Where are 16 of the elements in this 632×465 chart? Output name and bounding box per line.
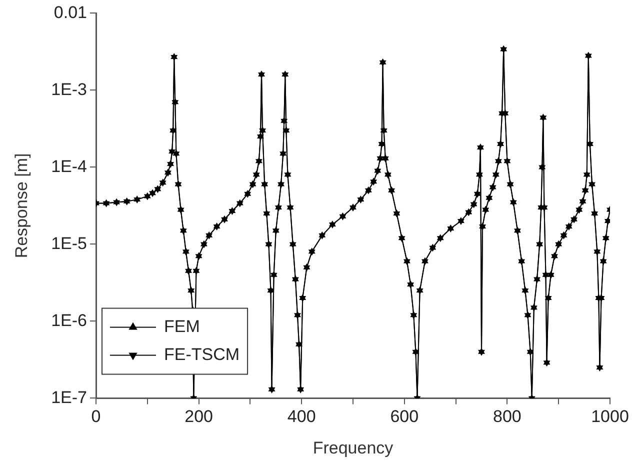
- x-tick-label: 800: [493, 407, 522, 426]
- y-tick-label: 1E-5: [51, 234, 87, 253]
- x-tick-label: 400: [287, 407, 316, 426]
- legend-label: FEM: [164, 316, 200, 336]
- x-tick-label: 200: [184, 407, 213, 426]
- y-tick-label: 1E-4: [51, 156, 87, 176]
- y-tick-label: 1E-6: [51, 310, 87, 330]
- x-tick-label: 600: [390, 407, 419, 426]
- x-tick-label: 1000: [591, 407, 629, 426]
- y-axis-title: Response [m]: [12, 153, 31, 258]
- x-axis-title: Frequency: [312, 438, 394, 458]
- x-tick-label: 0: [91, 407, 101, 426]
- y-tick-label: 0.01: [54, 2, 87, 22]
- y-tick-label: 1E-3: [51, 80, 87, 99]
- legend-label: FE-TSCM: [164, 344, 240, 364]
- y-tick-label: 1E-7: [51, 388, 87, 407]
